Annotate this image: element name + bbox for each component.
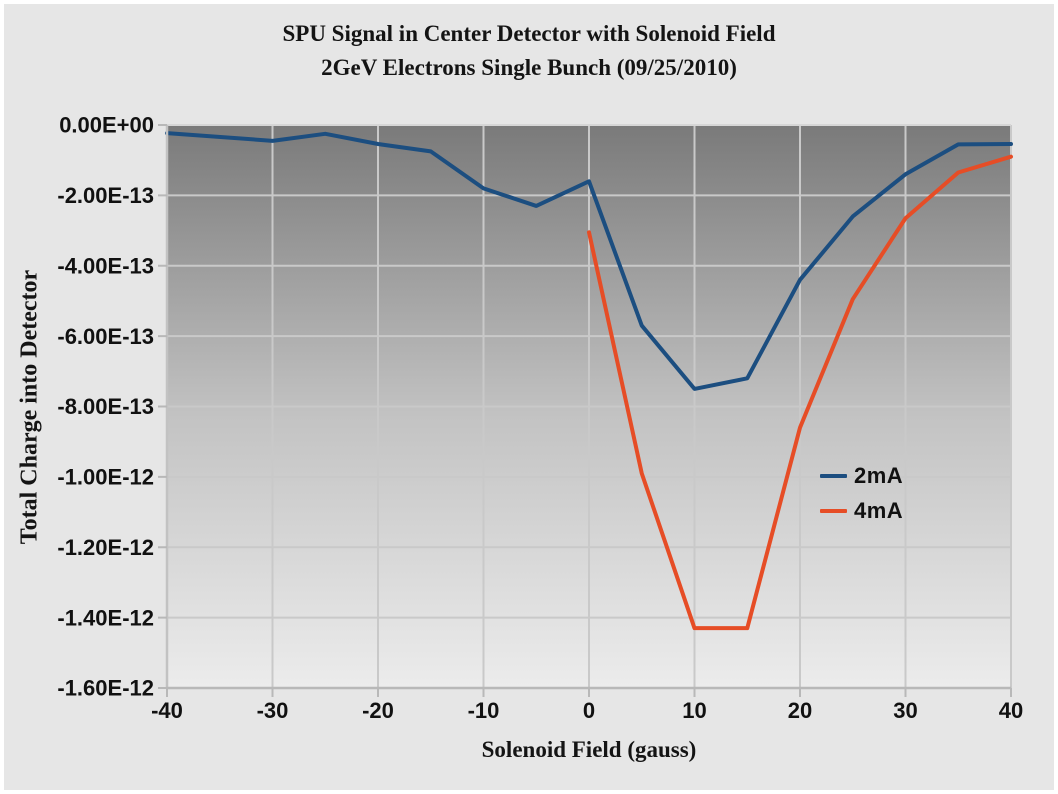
y-tick-label: -1.20E-12 [57,535,154,560]
x-tick-label: 30 [893,698,917,723]
x-axis-title: Solenoid Field (gauss) [481,737,697,762]
y-tick-label: -1.60E-12 [57,676,154,701]
legend: 2mA 4mA [820,458,903,528]
legend-item: 4mA [820,493,903,528]
y-tick-label: -4.00E-13 [57,253,154,278]
y-tick-label: 0.00E+00 [59,113,154,138]
y-tick-label: -1.00E-12 [57,465,154,490]
y-tick-label: -1.40E-12 [57,605,154,630]
y-tick-label: -2.00E-13 [57,183,154,208]
x-tick-label: 40 [999,698,1023,723]
series-line-4mA [587,154,1013,631]
legend-label: 2mA [854,462,904,488]
x-tick-label: -30 [257,698,289,723]
x-tick-label: -40 [151,698,183,723]
legend-label: 4mA [854,497,904,523]
series-line-2mA [165,131,1013,391]
y-tick-label: -6.00E-13 [57,324,154,349]
legend-line-sample-icon [820,473,847,478]
x-tick-label: -20 [362,698,394,723]
x-tick-label: 20 [788,698,812,723]
y-tick-label: -8.00E-13 [57,394,154,419]
x-tick-label: -10 [468,698,500,723]
legend-item: 2mA [820,458,903,493]
y-axis-title: Total Charge into Detector [16,269,43,545]
legend-line-sample-icon [820,508,847,513]
chart-title: SPU Signal in Center Detector with Solen… [282,21,776,46]
x-tick-label: 10 [682,698,706,723]
chart-subtitle: 2GeV Electrons Single Bunch (09/25/2010) [321,55,737,80]
x-tick-label: 0 [583,698,595,723]
